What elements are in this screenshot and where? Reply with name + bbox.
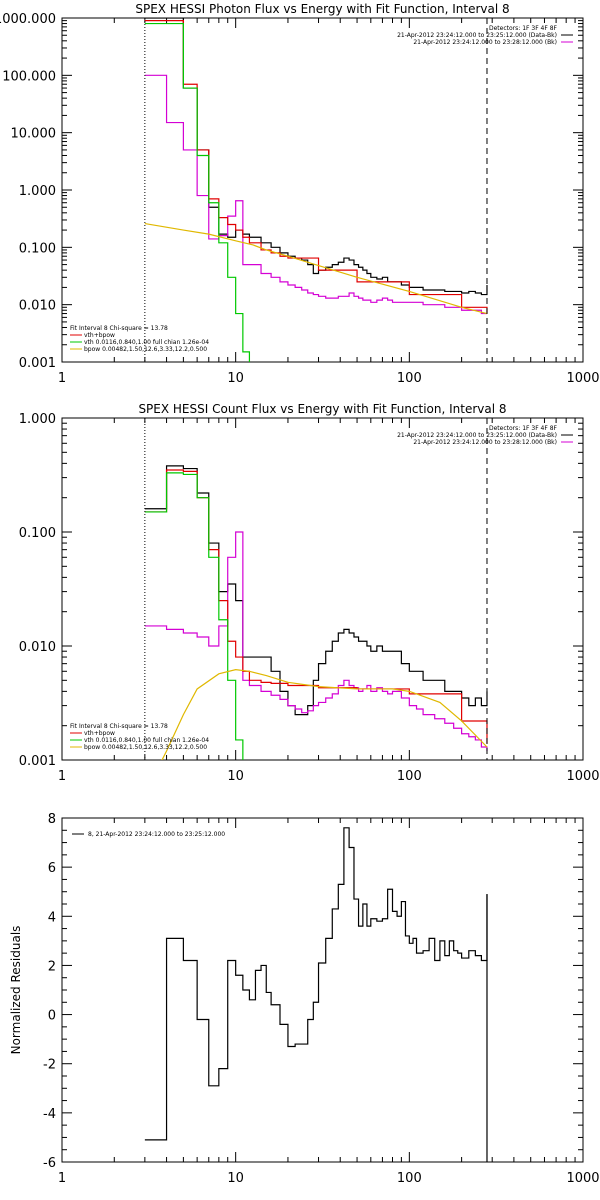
series-line-vth xyxy=(144,22,251,362)
chart-title: SPEX HESSI Count Flux vs Energy with Fit… xyxy=(138,402,506,416)
y-tick-label: 0.100 xyxy=(19,241,56,256)
x-tick-label: 1 xyxy=(58,1171,66,1186)
x-tick-label: 10 xyxy=(227,1171,244,1186)
y-axis-label: Normalized Residuals xyxy=(9,926,23,1055)
x-tick-label: 10 xyxy=(227,769,244,784)
plot-frame xyxy=(61,417,584,761)
legend-line: bpow 0.00482,1.50,12.6,3.33,12.2,0.500 xyxy=(84,744,207,751)
series-line-bpow xyxy=(161,669,488,760)
y-tick-label: 0.001 xyxy=(19,356,56,371)
legend-line: vth+bpow xyxy=(84,730,115,737)
series-line-background xyxy=(144,531,488,751)
series-line-vth xyxy=(144,472,244,760)
series-group xyxy=(144,18,488,362)
y-tick-label: 8 xyxy=(48,812,56,827)
header-line: Detectors: 1F 3F 4F 8F xyxy=(489,425,558,432)
chart-panel-2: SPEX HESSI Count Flux vs Energy with Fit… xyxy=(19,402,600,784)
y-tick-label: 2 xyxy=(48,959,56,974)
x-tick-label: 1 xyxy=(58,769,66,784)
y-tick-label: 4 xyxy=(48,910,56,925)
series-line-bpow xyxy=(144,222,488,315)
legend-line: bpow 0.00482,1.50,12.6,3.33,12.2,0.500 xyxy=(84,346,207,353)
y-tick-label: 0.010 xyxy=(19,299,56,314)
x-tick-label: 1000 xyxy=(566,1171,599,1186)
y-tick-label: 10.000 xyxy=(11,127,57,142)
y-tick-label: 1000.000 xyxy=(0,12,56,27)
series-group xyxy=(144,465,488,760)
plot-frame xyxy=(61,17,584,363)
y-tick-label: 0.001 xyxy=(19,754,56,769)
y-tick-label: 0.100 xyxy=(19,526,56,541)
legend-line: 8, 21-Apr-2012 23:24:12.000 to 23:25:12.… xyxy=(88,831,225,838)
x-tick-label: 100 xyxy=(397,371,422,386)
y-tick-label: -6 xyxy=(43,1156,56,1171)
series-group xyxy=(144,827,488,1141)
chart-panel-3: 1 10 100 1000 -6 -4 -2 0 2 4 6 8 Normalized Residual… xyxy=(9,812,600,1186)
legend-line: Fit Interval 8 Chi-square = 13.78 xyxy=(70,723,168,730)
chart-panel-1: SPEX HESSI Photon Flux vs Energy with Fi… xyxy=(0,2,600,386)
series-line-vth-bpow xyxy=(144,469,488,744)
header-line: 21-Apr-2012 23:24:12.000 to 23:28:12.000… xyxy=(413,439,557,446)
x-tick-label: 10 xyxy=(227,371,244,386)
chart-title: SPEX HESSI Photon Flux vs Energy with Fi… xyxy=(135,2,509,16)
series-line-data-bk xyxy=(144,18,488,296)
series-line-background xyxy=(144,74,487,315)
y-tick-label: -4 xyxy=(43,1107,56,1122)
series-line-data-bk xyxy=(144,465,488,716)
series-line-8-21-apr-2012-23-24-12-000-to-23-25-12-000 xyxy=(144,827,488,1141)
y-tick-label: 0.010 xyxy=(19,640,56,655)
header-line: 21-Apr-2012 23:24:12.000 to 23:25:12.000… xyxy=(397,32,557,39)
x-tick-label: 1000 xyxy=(566,769,599,784)
y-tick-label: 6 xyxy=(48,861,56,876)
y-tick-label: 1.000 xyxy=(19,412,56,427)
x-tick-label: 1000 xyxy=(566,371,599,386)
legend-line: vth 0.0116,0.840,1.00 full chian 1.26e-0… xyxy=(84,339,209,346)
legend-line: vth 0.0116,0.840,1.00 full chian 1.26e-0… xyxy=(84,737,209,744)
x-tick-label: 1 xyxy=(58,371,66,386)
header-line: 21-Apr-2012 23:24:12.000 to 23:28:12.000… xyxy=(413,39,557,46)
y-tick-label: 1.000 xyxy=(19,184,56,199)
y-tick-label: 100.000 xyxy=(2,69,56,84)
x-tick-label: 100 xyxy=(397,769,422,784)
series-line-vth-bpow xyxy=(144,20,488,314)
y-tick-label: 0 xyxy=(48,1009,56,1024)
x-tick-label: 100 xyxy=(397,1171,422,1186)
legend-line: vth+bpow xyxy=(84,332,115,339)
header-line: Detectors: 1F 3F 4F 8F xyxy=(489,25,558,32)
y-tick-label: -2 xyxy=(43,1058,56,1073)
legend-line: Fit Interval 8 Chi-square = 13.78 xyxy=(70,325,168,332)
plot-frame xyxy=(61,817,584,1163)
header-line: 21-Apr-2012 23:24:12.000 to 23:25:12.000… xyxy=(397,432,557,439)
